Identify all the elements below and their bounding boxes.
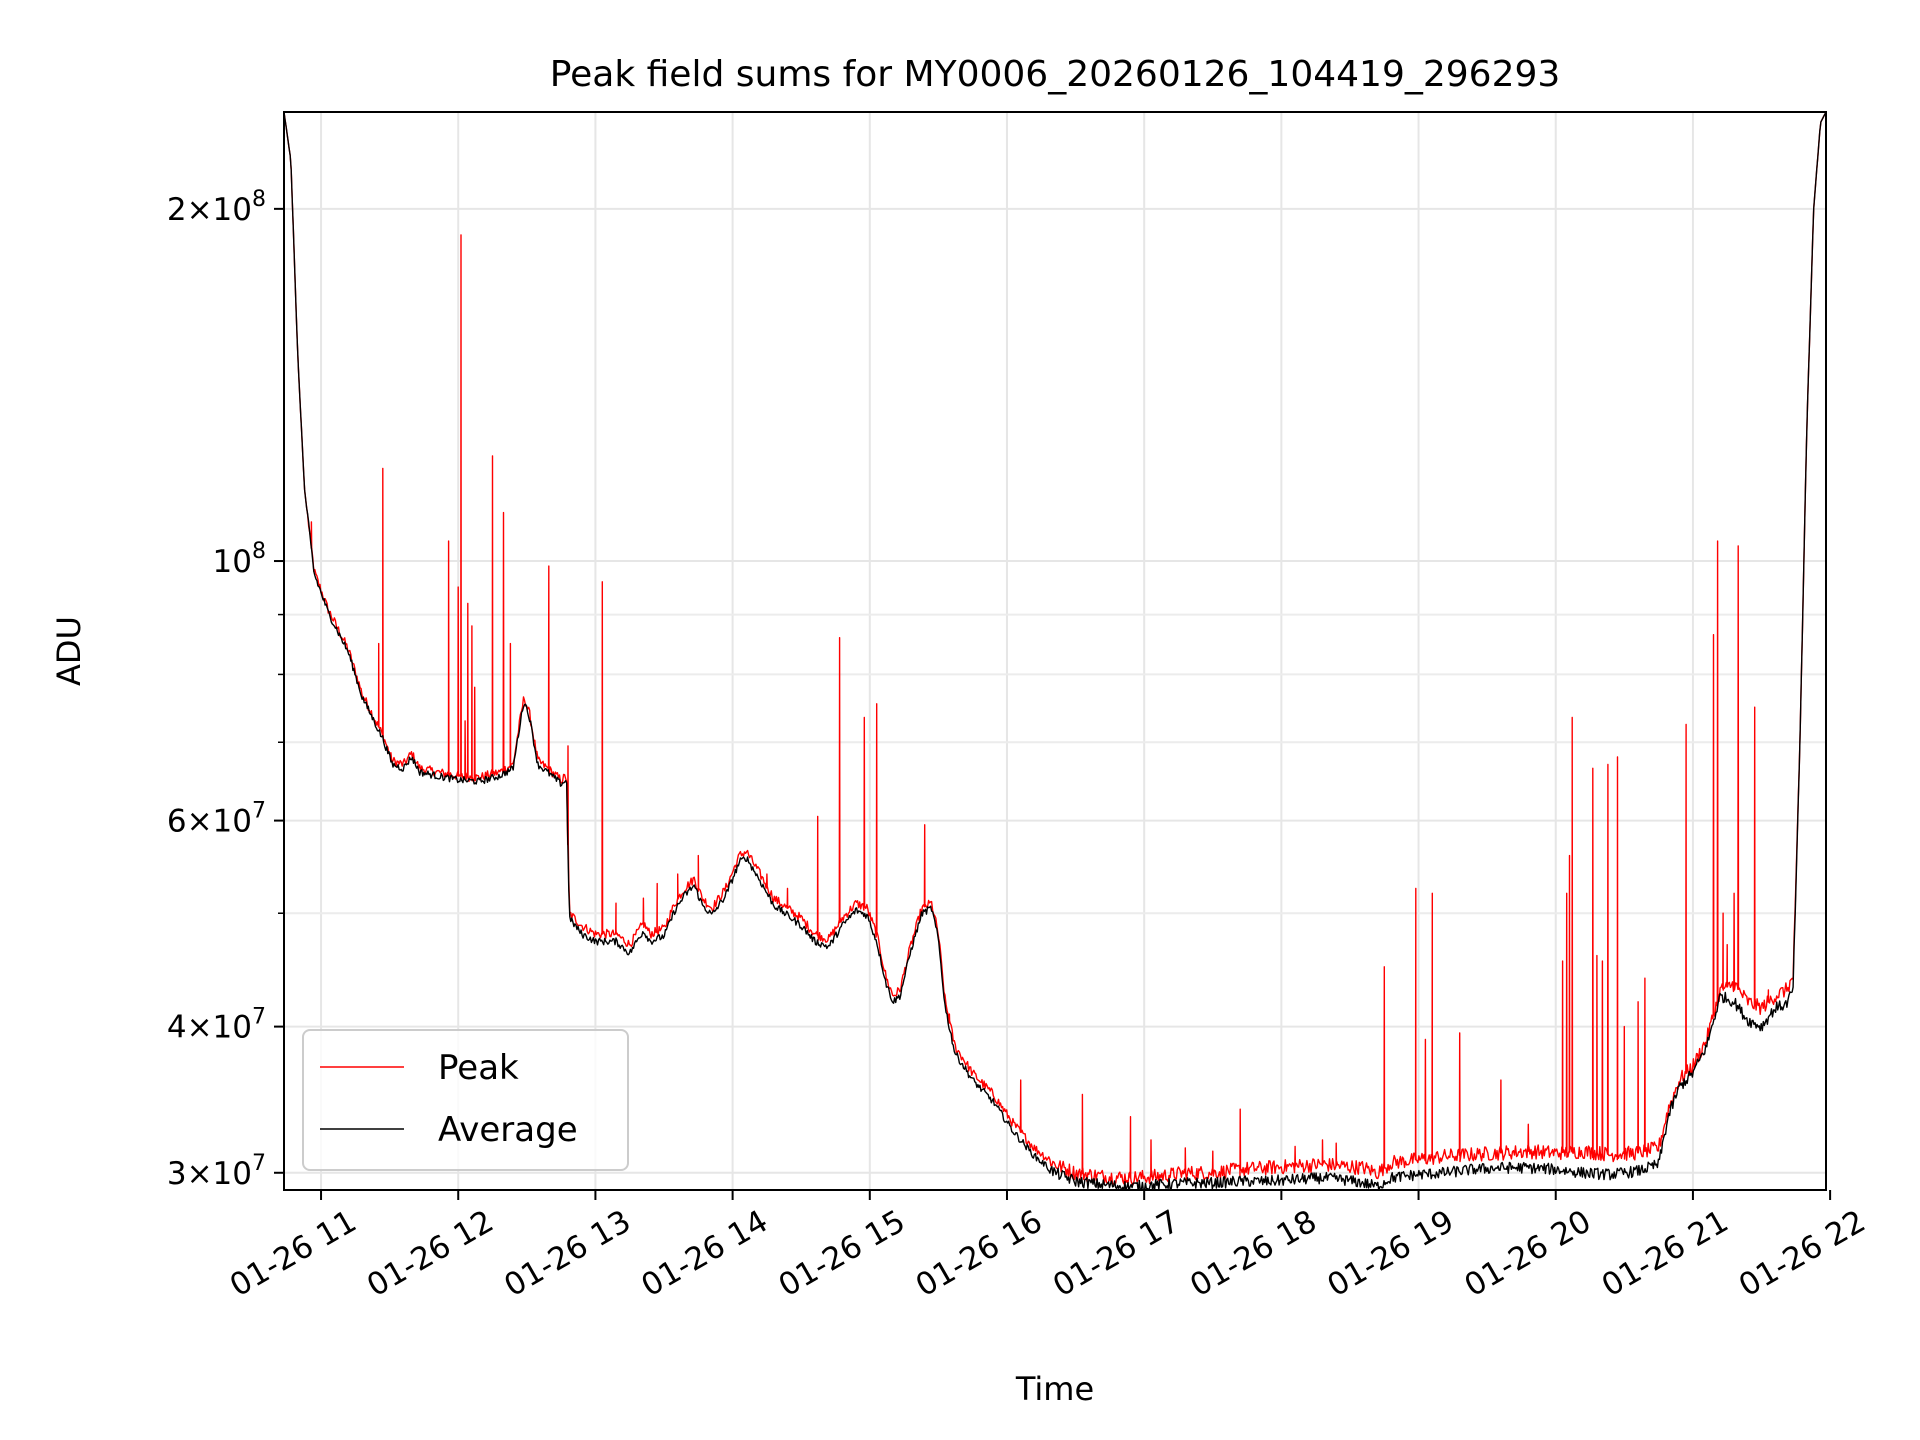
y-tick-label: 2×108 [167,187,266,228]
y-axis-label: ADU [50,616,88,686]
x-axis-label: Time [1015,1370,1094,1408]
plot-frame [283,111,1827,1191]
series-layer [284,112,1826,1190]
legend-average-label: Average [438,1110,578,1150]
y-tick-label: 108 [213,539,266,580]
legend-box [302,1029,629,1171]
chart-title: Peak field sums for MY0006_20260126_1044… [550,54,1561,95]
legend: Peak Average [302,1029,629,1171]
y-axis: 3×107 4×107 6×107 108 2×108 [167,187,284,1192]
series-line-average [284,112,1826,1190]
y-tick-label: 4×107 [167,1005,266,1046]
y-tick-label: 3×107 [167,1151,266,1192]
series-line-peak [284,112,1826,1186]
y-tick-label: 6×107 [167,799,266,840]
legend-peak-label: Peak [438,1048,519,1088]
